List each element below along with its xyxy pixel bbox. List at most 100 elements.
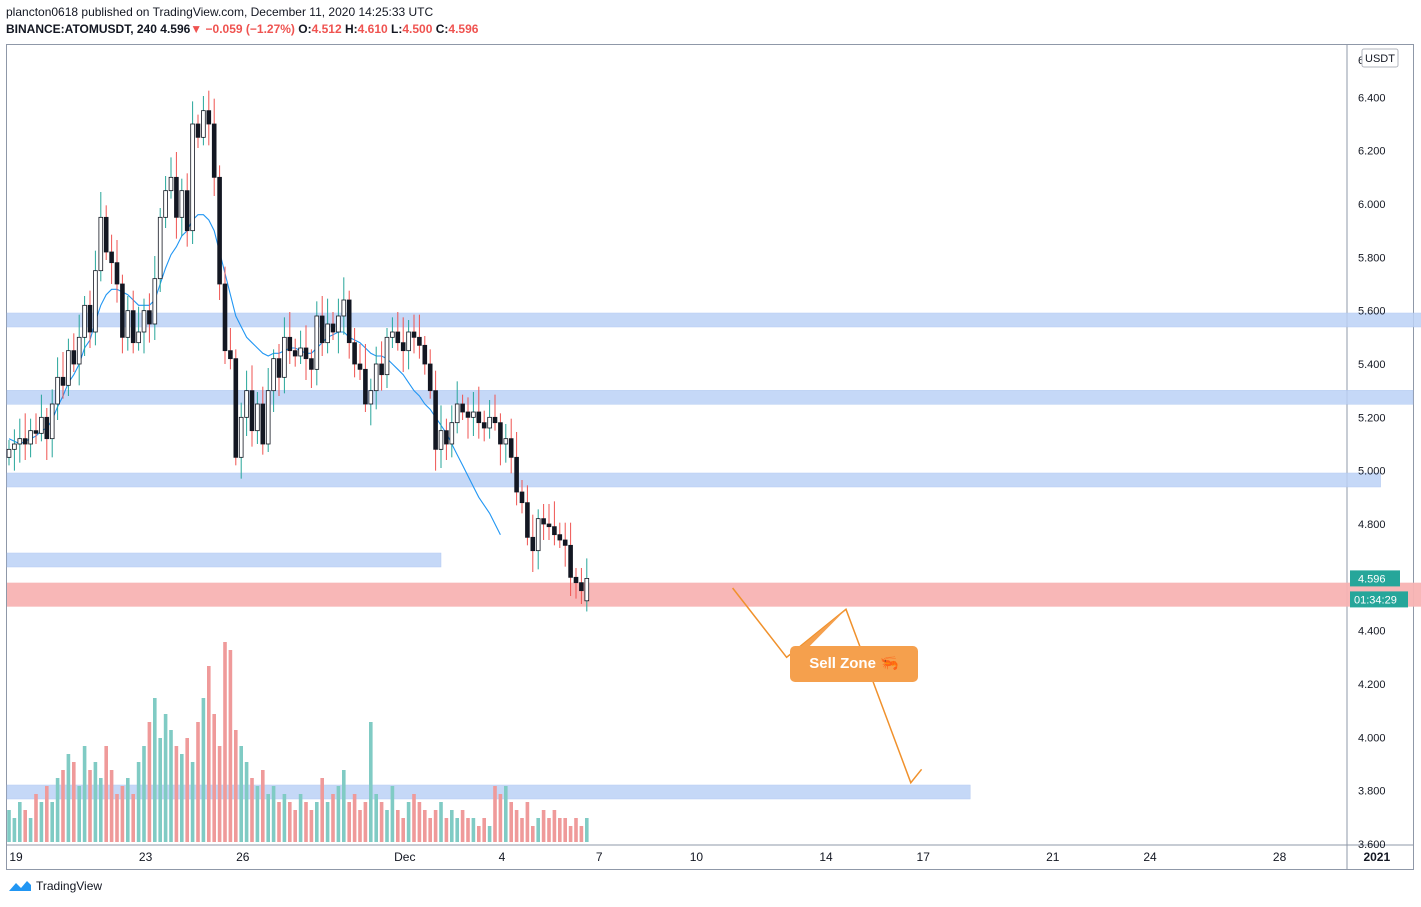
- volume-bar: [531, 826, 535, 842]
- candle-body: [103, 216, 109, 253]
- high-value: 4.610: [357, 22, 388, 36]
- x-tick-label: 19: [9, 850, 23, 864]
- candle-body: [568, 544, 573, 578]
- volume-bar: [585, 818, 589, 842]
- candle-body: [244, 390, 249, 418]
- volume-bar: [331, 794, 335, 842]
- y-tick-label: 4.200: [1358, 679, 1386, 691]
- volume-bar: [423, 810, 427, 842]
- candle-body: [87, 304, 93, 333]
- candle-body: [222, 283, 228, 352]
- candle-body: [433, 390, 438, 450]
- volume-bar: [104, 746, 108, 842]
- volume-bar: [217, 746, 222, 842]
- candle-body: [22, 438, 28, 445]
- candle-body: [341, 299, 347, 317]
- volume-bar: [244, 762, 249, 842]
- x-tick-label: 28: [1273, 850, 1287, 864]
- tradingview-footer[interactable]: TradingView: [8, 879, 102, 893]
- candle-body: [357, 363, 363, 370]
- volume-bar: [34, 794, 38, 842]
- volume-bar: [66, 754, 71, 842]
- symbol-label[interactable]: BINANCE:ATOMUSDT, 240: [6, 22, 157, 36]
- candle-body: [481, 422, 487, 429]
- volume-bar: [18, 802, 22, 842]
- candle-body: [525, 502, 530, 538]
- candle-body: [508, 438, 514, 458]
- candle-body: [379, 363, 384, 376]
- candle-body: [390, 331, 395, 338]
- candle-body: [541, 518, 546, 525]
- volume-bar: [28, 818, 33, 842]
- x-tick-label: 26: [236, 850, 250, 864]
- candle-body: [427, 363, 433, 392]
- candle-body: [298, 347, 303, 357]
- candle-body: [552, 526, 557, 536]
- chart-header: plancton0618 published on TradingView.co…: [6, 4, 478, 38]
- volume-bar: [493, 786, 497, 842]
- candle-body: [309, 358, 314, 370]
- volume-bar: [428, 818, 432, 842]
- volume-bar: [520, 818, 524, 842]
- chart-frame: [6, 44, 1414, 870]
- volume-bar: [120, 786, 125, 842]
- x-tick-label: 23: [139, 850, 153, 864]
- volume-bar: [450, 810, 454, 842]
- volume-bar: [574, 818, 578, 842]
- volume-bar: [466, 818, 470, 842]
- candle-body: [395, 331, 401, 344]
- zone-resistance-2: [6, 472, 1381, 488]
- volume-bar: [266, 794, 270, 842]
- candle-body: [400, 342, 406, 352]
- candle-body: [444, 430, 449, 445]
- volume-bar: [250, 778, 254, 842]
- candle-body: [184, 190, 190, 232]
- x-tick-label: 14: [819, 850, 833, 864]
- candle-body: [141, 310, 147, 333]
- candle-body: [573, 576, 579, 584]
- y-tick-label: 5.800: [1358, 252, 1386, 264]
- volume-bar: [412, 794, 416, 842]
- volume-bar: [455, 818, 459, 842]
- zone-sell-zone-4: [7, 582, 1421, 607]
- y-tick-label: 3.800: [1358, 786, 1386, 798]
- candle-body: [303, 347, 309, 360]
- x-tick-label: 2021: [1363, 850, 1390, 864]
- candle-body: [168, 176, 174, 192]
- volume-bar: [39, 802, 44, 842]
- candle-body: [147, 310, 152, 325]
- candle-body: [330, 323, 336, 333]
- candle-body: [60, 376, 66, 386]
- volume-bar: [514, 810, 519, 842]
- y-tick-label: 6.200: [1358, 146, 1386, 158]
- last-price-tag: [1350, 570, 1400, 587]
- volume-bar: [309, 810, 314, 842]
- y-tick-label: 6.400: [1358, 92, 1386, 104]
- volume-bar: [72, 762, 76, 842]
- volume-bar: [174, 746, 179, 842]
- volume-bar: [498, 794, 503, 842]
- candle-body: [98, 216, 104, 272]
- zone-resistance-0: [6, 312, 1421, 328]
- volume-bar: [482, 818, 486, 842]
- volume-bar: [7, 810, 11, 842]
- volume-bar: [315, 802, 319, 842]
- annotation-box: [790, 646, 918, 682]
- volume-bar: [88, 770, 92, 842]
- y-tick-label: 5.000: [1358, 466, 1386, 478]
- volume-bar: [136, 762, 141, 842]
- volume-bar: [536, 818, 540, 842]
- down-triangle-icon: ▼: [190, 22, 203, 36]
- volume-bar: [185, 738, 189, 842]
- candle-body: [174, 176, 179, 218]
- volume-bar: [433, 810, 438, 842]
- candle-body: [287, 336, 293, 352]
- candle-body: [114, 262, 120, 285]
- candle-body: [33, 430, 39, 434]
- candle-body: [471, 411, 476, 418]
- volume-bar: [190, 762, 195, 842]
- volume-bar: [45, 786, 49, 842]
- candle-body: [454, 403, 460, 424]
- countdown-tag: [1350, 591, 1408, 608]
